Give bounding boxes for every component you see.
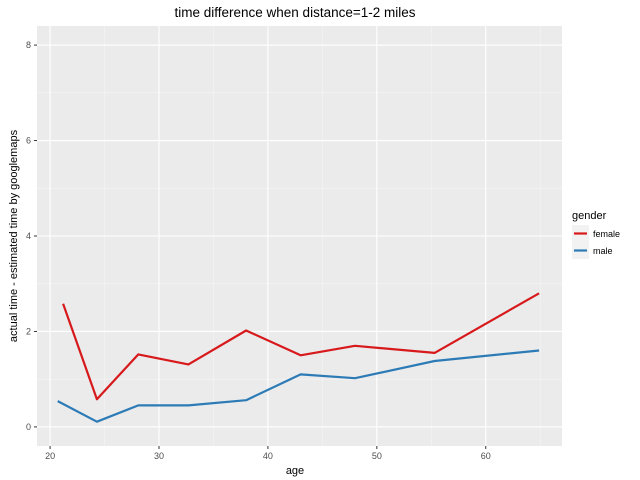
y-tick-label: 4 xyxy=(26,231,31,241)
legend-label-male: male xyxy=(593,246,613,256)
x-tick-label: 20 xyxy=(45,451,55,461)
x-axis-title: age xyxy=(286,465,304,477)
x-tick-label: 40 xyxy=(263,451,273,461)
chart-title: time difference when distance=1-2 miles xyxy=(174,5,415,20)
legend-title: gender xyxy=(572,210,607,222)
y-tick-label: 2 xyxy=(26,326,31,336)
series-line-male xyxy=(57,349,540,423)
y-tick-label: 6 xyxy=(26,136,31,146)
plot-area xyxy=(37,26,562,446)
y-tick-label: 0 xyxy=(26,422,31,432)
x-tick-label: 60 xyxy=(481,451,491,461)
y-axis-title: actual time - estimated time by googlema… xyxy=(8,129,20,342)
x-tick-label: 50 xyxy=(372,451,382,461)
y-tick-label: 8 xyxy=(26,40,31,50)
x-tick-label: 30 xyxy=(154,451,164,461)
series-line-female xyxy=(62,292,540,401)
legend: gender female male xyxy=(572,210,620,259)
y-axis: 0 2 4 6 8 xyxy=(26,40,37,432)
x-axis: 20 30 40 50 60 xyxy=(45,446,491,461)
legend-label-female: female xyxy=(593,229,620,239)
